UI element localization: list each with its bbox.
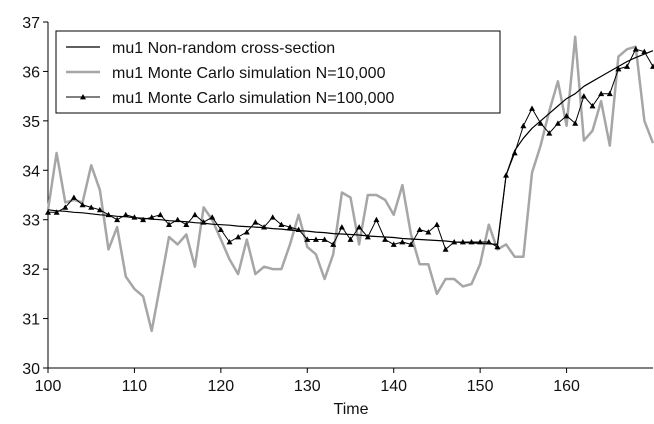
marker [88, 204, 95, 210]
marker [304, 236, 311, 242]
marker [269, 214, 276, 220]
legend-box [55, 30, 501, 114]
marker [598, 90, 605, 97]
marker [347, 236, 354, 242]
y-tick-label: 33 [22, 213, 40, 230]
marker [511, 149, 518, 156]
marker [641, 48, 648, 55]
marker [252, 219, 259, 225]
marker [416, 226, 423, 232]
marker [217, 226, 224, 232]
y-tick-label: 37 [22, 15, 40, 32]
marker [572, 120, 579, 126]
marker [45, 209, 51, 215]
marker [261, 224, 268, 230]
marker [382, 236, 389, 242]
y-tick-label: 34 [22, 163, 40, 180]
marker [70, 194, 77, 200]
marker [287, 224, 293, 230]
series-line [46, 35, 654, 333]
marker [338, 224, 345, 230]
marker [243, 229, 250, 235]
marker [399, 238, 406, 245]
marker [105, 211, 112, 218]
x-tick-label: 100 [35, 378, 62, 395]
marker [209, 214, 216, 220]
marker [183, 221, 190, 228]
marker [615, 65, 622, 72]
marker [226, 238, 233, 245]
marker [131, 214, 138, 220]
marker [53, 209, 60, 215]
x-tick-label: 110 [122, 378, 148, 395]
marker [494, 243, 501, 250]
marker [433, 221, 440, 228]
y-tick-label: 30 [22, 361, 40, 378]
marker [312, 236, 319, 242]
marker [148, 214, 155, 220]
marker [477, 238, 484, 245]
x-axis-label: Time [334, 401, 369, 418]
legend-label: mu1 Non-random cross-section [112, 40, 335, 57]
marker [79, 201, 86, 208]
marker [425, 229, 432, 235]
marker [321, 236, 328, 242]
marker [295, 226, 302, 232]
y-tick-label: 36 [22, 64, 40, 81]
marker [442, 246, 449, 252]
marker [589, 103, 596, 109]
marker [140, 216, 147, 223]
marker [174, 216, 181, 223]
marker [114, 216, 121, 223]
marker [62, 204, 69, 210]
marker [537, 120, 544, 126]
marker [624, 63, 631, 69]
legend-label: mu1 Monte Carlo simulation N=100,000 [112, 90, 394, 107]
marker [503, 172, 510, 178]
x-tick-label: 160 [553, 378, 580, 395]
marker [520, 122, 527, 129]
marker [632, 46, 639, 52]
marker [157, 211, 164, 218]
marker [364, 234, 371, 240]
marker [373, 216, 380, 223]
marker [485, 238, 492, 245]
series-line [47, 50, 654, 245]
y-tick-label: 35 [22, 114, 40, 131]
marker [529, 105, 535, 111]
marker [96, 206, 103, 213]
y-tick-label: 32 [22, 262, 40, 279]
marker [650, 63, 654, 69]
marker [330, 241, 337, 247]
legend-marker [80, 94, 86, 100]
marker [451, 238, 458, 245]
marker [546, 130, 553, 136]
marker [122, 211, 129, 218]
marker [356, 224, 363, 230]
marker [563, 112, 570, 119]
marker [166, 221, 172, 228]
marker [390, 241, 397, 247]
marker [580, 93, 587, 99]
marker [278, 221, 285, 228]
marker [606, 90, 613, 97]
marker [468, 238, 475, 245]
x-tick-label: 140 [380, 378, 407, 395]
marker [554, 120, 561, 126]
marker [408, 241, 414, 247]
y-tick-label: 31 [22, 312, 40, 329]
x-tick-label: 130 [294, 378, 321, 395]
marker [459, 238, 466, 245]
x-tick-label: 120 [208, 378, 235, 395]
legend-label: mu1 Monte Carlo simulation N=10,000 [112, 65, 386, 82]
marker [191, 211, 198, 218]
marker [200, 219, 207, 225]
x-tick-label: 150 [467, 378, 494, 395]
marker [235, 234, 242, 240]
